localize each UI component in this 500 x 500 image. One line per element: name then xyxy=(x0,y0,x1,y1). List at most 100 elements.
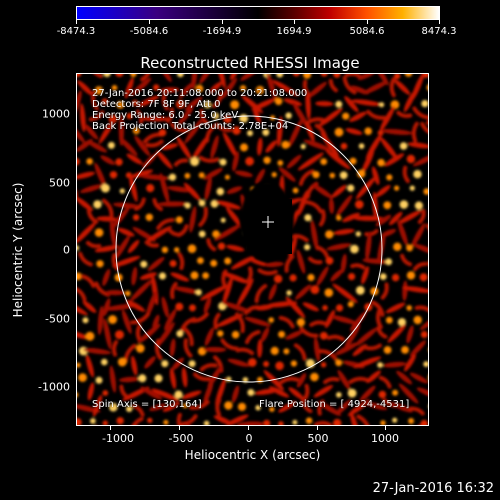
fringe-streak xyxy=(303,139,331,151)
bright-spot xyxy=(255,85,265,95)
fringe-arc xyxy=(135,324,142,343)
fringe-streak xyxy=(176,136,192,160)
fringe-arc xyxy=(135,109,144,125)
bright-spot xyxy=(428,403,429,409)
fringe-arc xyxy=(199,363,218,372)
bright-spot xyxy=(109,171,118,179)
fringe-arc xyxy=(412,106,428,120)
fringe-streak xyxy=(371,166,380,185)
fringe-streak xyxy=(221,301,252,313)
fringe-arc xyxy=(131,404,145,417)
fringe-arc xyxy=(206,238,217,252)
bright-spot xyxy=(212,230,220,238)
fringe-streak xyxy=(147,256,165,272)
bright-spot xyxy=(132,99,139,107)
bright-spot xyxy=(175,216,183,224)
fringe-streak xyxy=(244,316,272,327)
bright-spot xyxy=(310,285,320,294)
bright-spot xyxy=(292,74,300,77)
bright-spot xyxy=(232,126,241,135)
bright-spot xyxy=(109,402,118,412)
fringe-streak xyxy=(77,221,97,244)
fringe-streak xyxy=(409,340,427,357)
fringe-streak xyxy=(252,107,261,124)
bright-spot xyxy=(423,361,428,367)
fringe-streak xyxy=(402,280,408,301)
bright-spot xyxy=(322,305,328,311)
bright-spot xyxy=(358,143,365,149)
fringe-arc xyxy=(235,312,245,334)
bright-spot xyxy=(304,214,312,222)
fringe-streak xyxy=(87,382,95,401)
fringe-streak xyxy=(332,283,358,303)
fringe-arc xyxy=(154,338,163,360)
fringe-arc xyxy=(313,420,333,425)
rhessi-image-plot xyxy=(76,73,429,426)
bright-spot xyxy=(392,417,398,423)
fringe-streak xyxy=(340,253,347,274)
fringe-streak xyxy=(295,284,312,300)
fringe-arc xyxy=(215,122,232,133)
fringe-streak xyxy=(337,369,351,391)
fringe-streak xyxy=(416,387,428,398)
fringe-streak xyxy=(173,286,201,294)
fringe-arc xyxy=(152,198,163,212)
bright-spot xyxy=(377,362,383,368)
bright-spot xyxy=(210,259,218,267)
bright-spot xyxy=(108,114,118,124)
fringe-streak xyxy=(404,354,416,372)
fringe-streak xyxy=(77,122,85,143)
bright-spot xyxy=(394,74,401,80)
fringe-streak xyxy=(204,176,212,201)
bright-spot xyxy=(188,360,196,368)
bright-spot xyxy=(394,185,400,191)
fringe-streak xyxy=(412,153,428,167)
fringe-arc xyxy=(134,197,146,211)
fringe-arc xyxy=(190,312,209,323)
fringe-streak xyxy=(155,322,175,348)
bright-spot xyxy=(335,304,344,312)
fringe-streak xyxy=(288,119,303,148)
bright-spot xyxy=(216,187,225,196)
bright-spot xyxy=(153,84,160,91)
bright-spot xyxy=(347,301,354,308)
bright-spot xyxy=(289,274,297,282)
rhessi-image-canvas xyxy=(77,74,429,425)
fringe-streak xyxy=(151,274,159,306)
fringe-streak xyxy=(184,96,203,111)
bright-spot xyxy=(349,157,357,165)
bright-spot xyxy=(198,230,206,238)
fringe-streak xyxy=(397,219,408,247)
bright-spot xyxy=(383,346,392,354)
fringe-streak xyxy=(162,401,180,412)
bright-spot xyxy=(168,173,177,181)
fringe-streak xyxy=(226,244,245,252)
bright-spot xyxy=(94,228,104,237)
info-time-range: 27-Jan-2016 20:11:08.000 to 20:21:08.000 xyxy=(92,88,308,99)
fringe-streak xyxy=(263,370,284,391)
bright-spot xyxy=(146,184,155,193)
bright-spot xyxy=(184,202,191,209)
bright-spot xyxy=(77,392,79,398)
bright-spot xyxy=(212,112,220,120)
fringe-streak xyxy=(129,169,153,179)
bright-spot xyxy=(102,390,109,396)
bright-spot xyxy=(406,154,416,164)
bright-spot xyxy=(108,315,117,324)
fringe-streak xyxy=(222,131,238,159)
fringe-streak xyxy=(230,74,240,81)
fringe-streak xyxy=(203,167,223,180)
bright-spot xyxy=(224,257,232,265)
bright-spot xyxy=(96,260,104,268)
fringe-streak xyxy=(257,137,263,156)
bright-spot xyxy=(154,374,163,383)
fringe-streak xyxy=(334,342,359,356)
fringe-arc xyxy=(293,343,307,361)
fringe-streak xyxy=(112,255,141,268)
fringe-streak xyxy=(362,80,389,95)
colorbar-label-4: 1694.9 xyxy=(276,26,312,37)
fringe-streak xyxy=(171,357,184,371)
fringe-streak xyxy=(328,197,335,214)
bright-spot xyxy=(325,256,334,265)
fringe-streak xyxy=(272,80,299,97)
